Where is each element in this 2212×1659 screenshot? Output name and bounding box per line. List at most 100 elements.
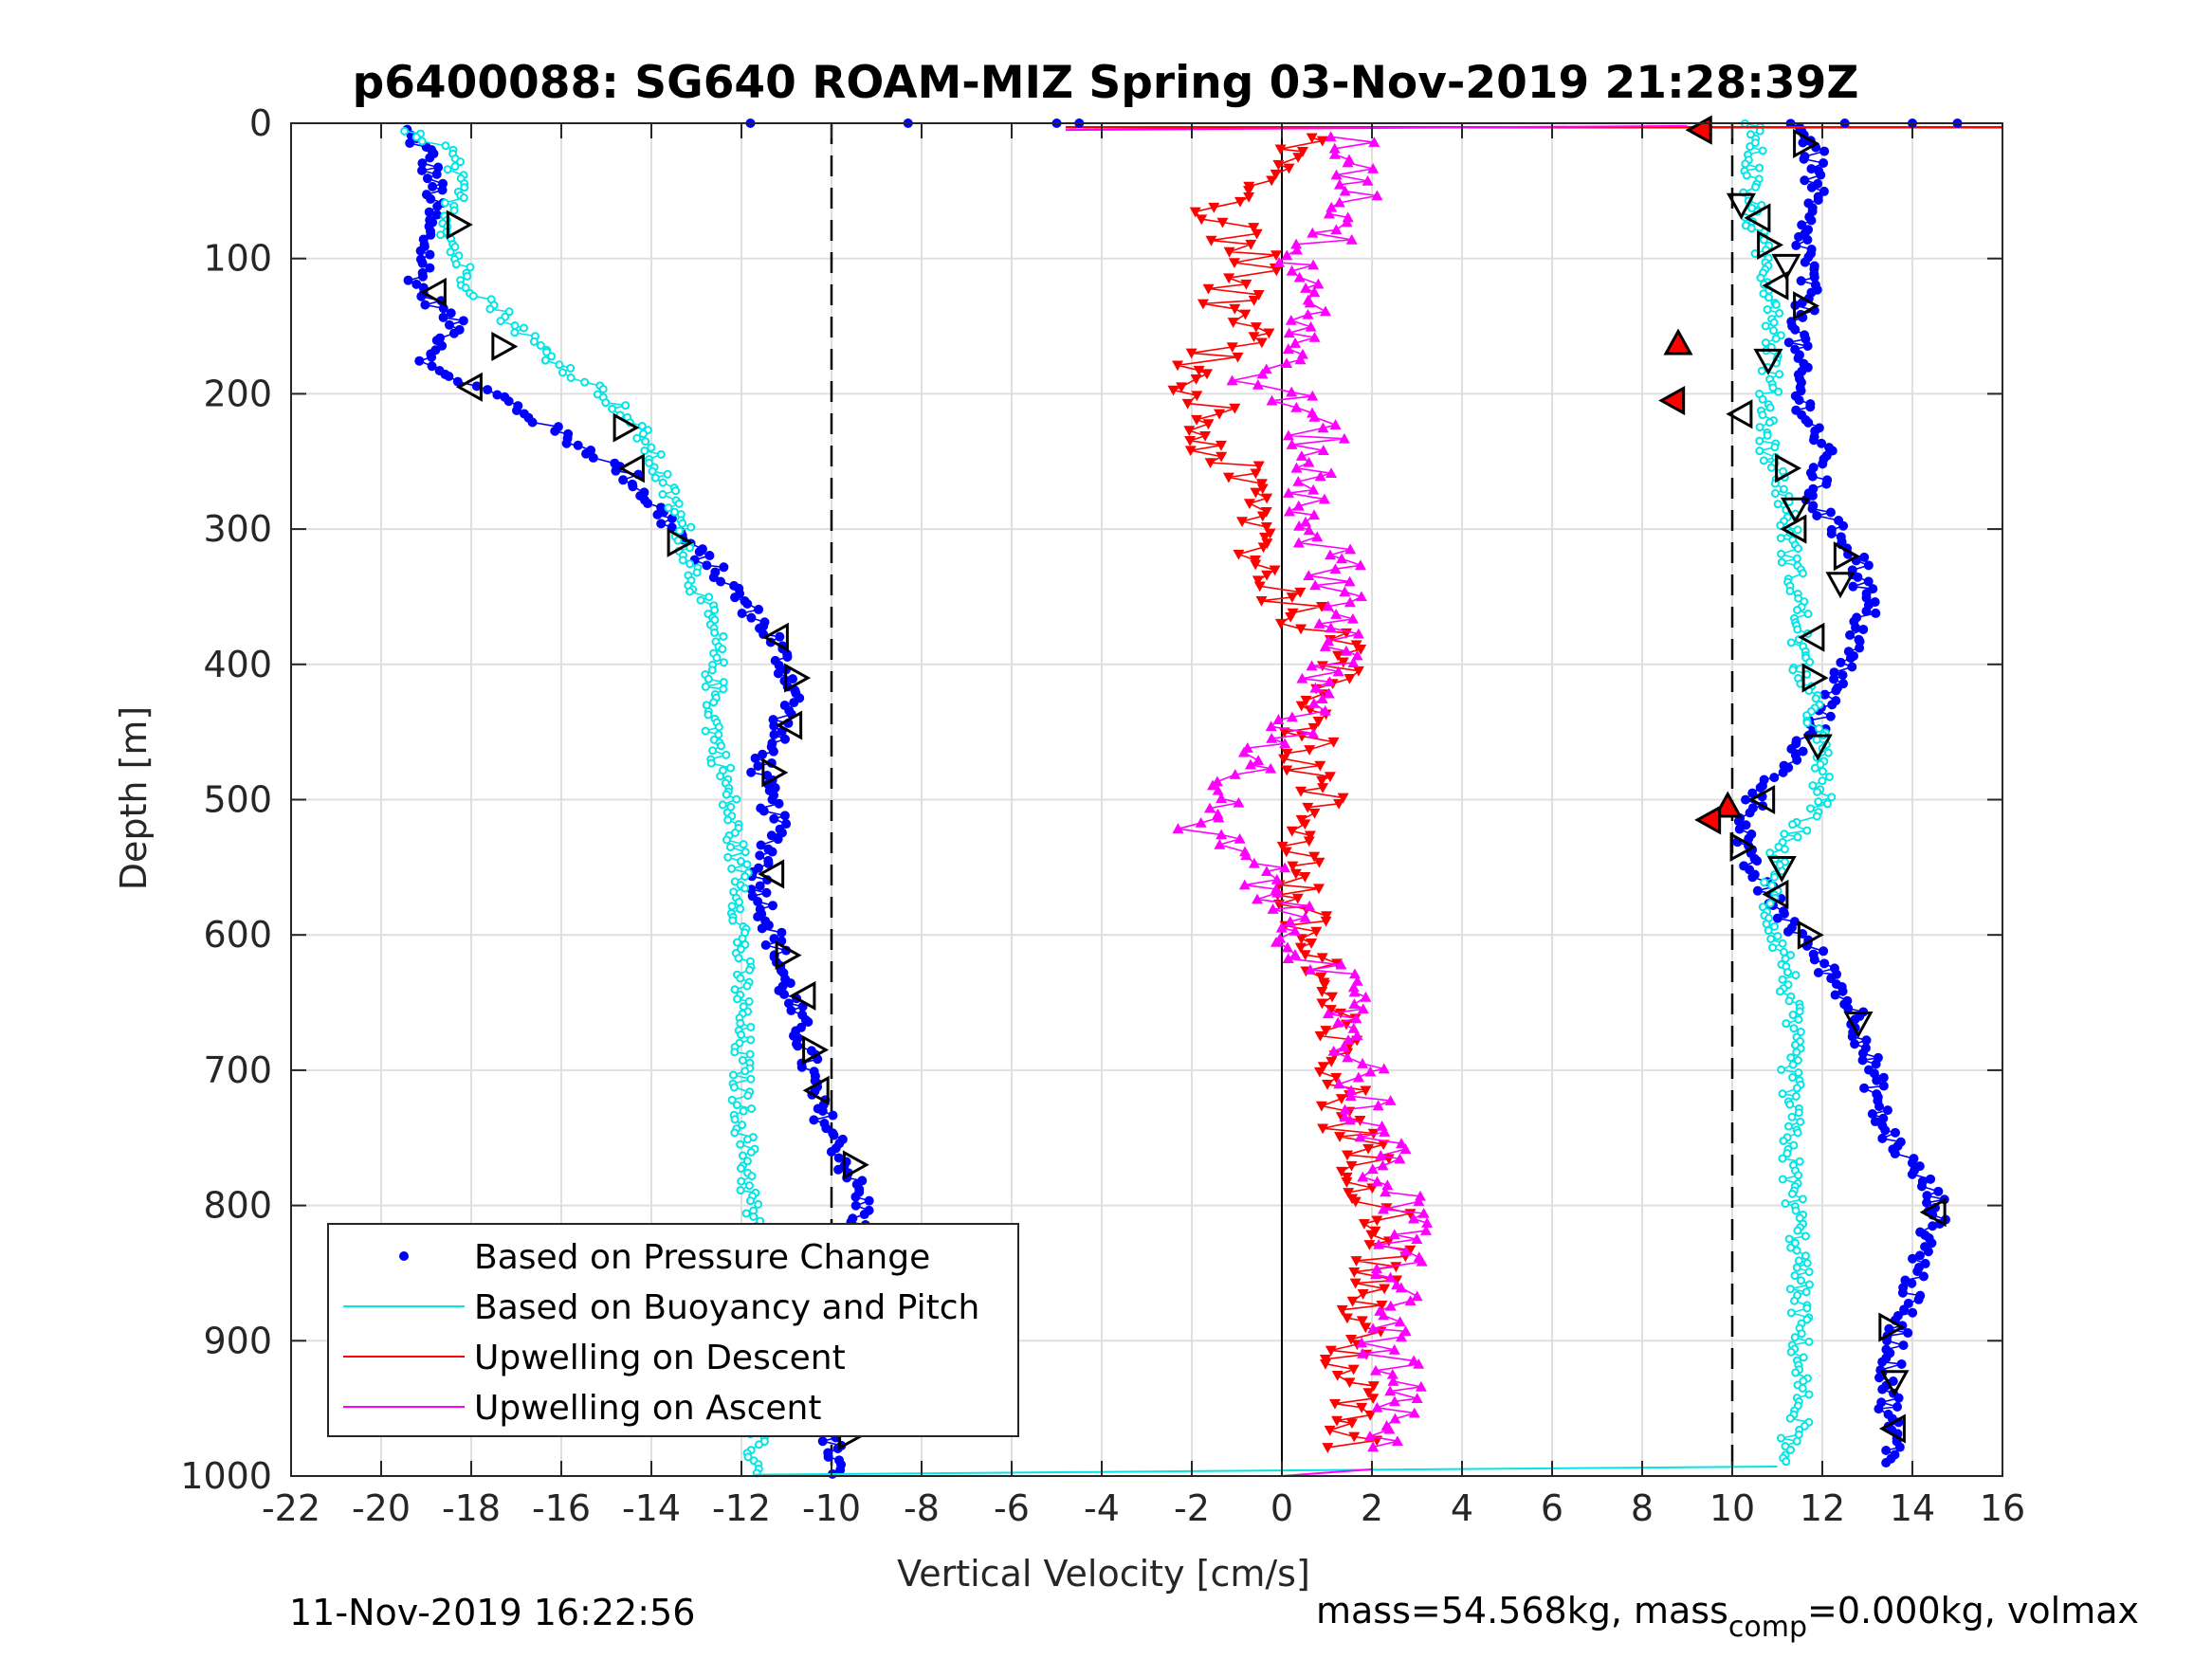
data-point — [1894, 1442, 1905, 1452]
data-point — [1381, 1179, 1394, 1191]
data-point — [1763, 430, 1772, 440]
data-point — [1416, 1255, 1428, 1267]
data-point — [740, 884, 750, 893]
data-point — [1292, 537, 1305, 548]
data-point — [1356, 1402, 1368, 1413]
data-point — [1371, 190, 1383, 201]
data-point — [1261, 493, 1273, 504]
data-point — [1265, 720, 1277, 732]
data-point — [1354, 559, 1366, 571]
data-point — [1825, 711, 1836, 721]
data-point — [441, 141, 450, 151]
data-point — [736, 1163, 745, 1173]
data-point — [1755, 782, 1765, 793]
data-point — [817, 1436, 828, 1447]
data-point — [1325, 1345, 1337, 1357]
data-point — [1369, 1364, 1381, 1376]
data-point — [817, 1105, 828, 1116]
data-point — [1335, 1166, 1347, 1177]
data-point — [1362, 174, 1374, 186]
data-point — [686, 559, 695, 569]
data-point — [414, 356, 425, 366]
data-point — [738, 1056, 747, 1066]
data-point — [1796, 276, 1806, 286]
data-point — [1778, 1154, 1787, 1163]
data-point — [1755, 126, 1764, 136]
x-tick-label: -14 — [622, 1487, 681, 1529]
data-point — [1360, 1085, 1372, 1097]
data-point — [733, 994, 742, 1004]
data-point — [1256, 368, 1269, 379]
data-point — [1907, 1158, 1917, 1168]
data-point — [1419, 1225, 1432, 1235]
data-point — [1877, 1133, 1888, 1143]
data-point — [1782, 1149, 1792, 1158]
data-point — [1785, 1285, 1795, 1294]
data-point — [1793, 1128, 1802, 1138]
triangle-marker — [761, 757, 789, 788]
data-point — [1314, 1030, 1326, 1042]
data-point — [1252, 893, 1264, 904]
data-point — [1896, 1358, 1907, 1369]
data-point — [719, 562, 729, 573]
data-point — [1874, 1102, 1885, 1112]
data-point — [1193, 365, 1205, 376]
data-point — [1295, 701, 1307, 712]
data-point — [1367, 162, 1380, 173]
data-point — [730, 1048, 740, 1057]
data-point — [1347, 981, 1360, 993]
data-point — [1776, 1433, 1785, 1443]
data-point — [1789, 1140, 1799, 1150]
data-point — [400, 126, 410, 136]
data-point — [864, 1195, 874, 1206]
data-point — [1821, 479, 1832, 489]
data-point — [1195, 817, 1207, 828]
data-point — [1741, 794, 1751, 805]
data-point — [732, 938, 741, 947]
data-point — [1796, 1117, 1805, 1126]
data-point — [1341, 1019, 1353, 1030]
data-point — [1344, 596, 1356, 608]
data-point — [758, 749, 768, 759]
data-point — [1818, 459, 1828, 469]
data-point — [1769, 773, 1780, 783]
data-point — [757, 923, 767, 934]
data-point — [1802, 341, 1813, 352]
data-point — [1778, 975, 1787, 984]
data-point — [1260, 866, 1272, 877]
data-point — [1926, 1174, 1936, 1184]
data-point — [1363, 1431, 1376, 1441]
data-point — [417, 165, 428, 175]
data-point — [1325, 1056, 1338, 1067]
data-point — [1290, 244, 1303, 255]
y-tick-label: 700 — [203, 1049, 272, 1091]
data-point — [1356, 1316, 1368, 1327]
data-point — [1286, 711, 1298, 722]
data-point — [1795, 1157, 1804, 1166]
data-point — [1312, 278, 1325, 289]
data-point — [1252, 379, 1264, 390]
data-point — [1371, 1215, 1383, 1227]
data-point — [1228, 258, 1240, 269]
data-point — [1775, 987, 1784, 996]
data-point — [1309, 579, 1322, 591]
data-point — [1927, 1238, 1937, 1249]
data-point — [1333, 798, 1345, 810]
data-point — [1847, 1031, 1857, 1042]
data-point — [1367, 1381, 1380, 1392]
data-point — [742, 1135, 752, 1144]
data-point — [461, 283, 470, 293]
data-point — [1357, 1347, 1369, 1358]
data-point — [1772, 913, 1782, 923]
data-point — [741, 1209, 751, 1218]
data-point — [411, 133, 421, 142]
data-point — [1807, 490, 1818, 501]
data-point — [1357, 1289, 1369, 1300]
data-point — [1779, 484, 1788, 494]
data-point — [1769, 326, 1779, 336]
data-point — [1765, 899, 1775, 908]
data-point — [1870, 1117, 1880, 1127]
data-point — [1323, 208, 1335, 219]
data-point — [1312, 717, 1325, 727]
y-tick-label: 100 — [203, 238, 272, 280]
